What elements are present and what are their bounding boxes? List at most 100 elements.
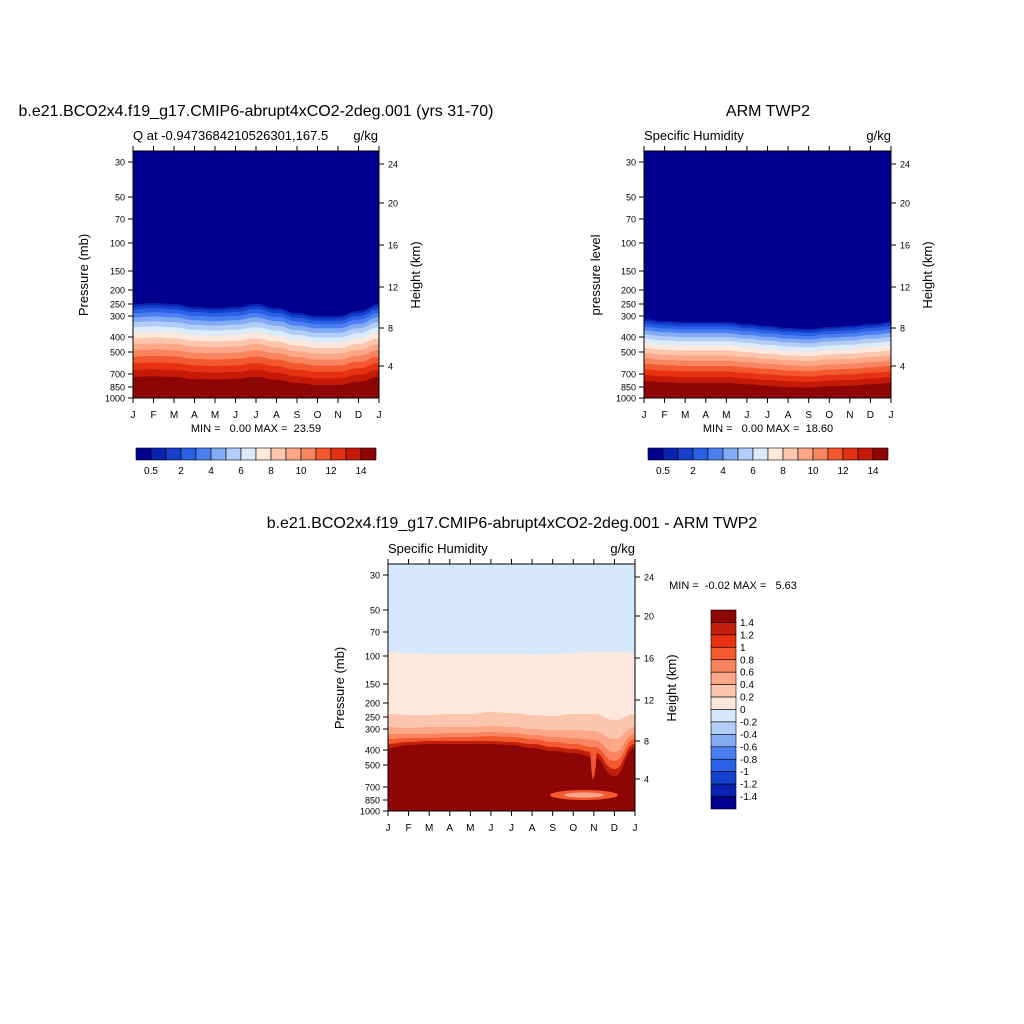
pressure-tick-label: 250 [621,300,636,310]
colorbar-label: -0.4 [740,730,758,741]
colorbar-label: 1 [740,643,746,654]
month-tick-label: J [509,823,514,834]
height-tick-label: 16 [900,241,910,251]
pressure-tick-label: 50 [370,606,380,616]
colorbar-swatch [827,447,844,461]
colorbar-swatch [180,447,197,461]
pressure-tick-label: 500 [110,348,125,358]
panel-diff-title: b.e21.BCO2x4.f19_g17.CMIP6-abrupt4xCO2-2… [267,515,758,532]
colorbar-swatch [812,447,829,461]
colorbar-swatch [710,671,737,685]
height-tick-label: 20 [388,199,398,209]
panel-model-field [133,151,379,398]
pressure-tick-label: 1000 [616,394,636,404]
colorbar-swatch [710,622,737,636]
panel-model-units: g/kg [353,128,378,143]
panel-diff-axes: J F M A M J J A S O N D J 30 50 70 100 150 200 250 300 400 500… [360,559,654,834]
month-tick-label: J [642,410,647,421]
panel-model-title: b.e21.BCO2x4.f19_g17.CMIP6-abrupt4xCO2-2… [19,103,494,120]
pressure-tick-label: 50 [115,193,125,203]
colorbar-swatch [360,447,377,461]
colorbar-swatch [300,447,317,461]
month-tick-label: J [765,410,770,421]
month-tick-label: S [294,410,301,421]
height-tick-label: 24 [388,160,398,170]
panel-obs-left-label: Specific Humidity [644,128,744,143]
month-tick-label: F [150,410,156,421]
pressure-tick-label: 850 [621,383,636,393]
colorbar-swatch [710,684,737,698]
month-tick-label: J [131,410,136,421]
colorbar-label: -0.8 [740,755,758,766]
height-tick-label: 12 [388,283,398,293]
panel-diff-units: g/kg [610,541,635,556]
colorbar-swatch [710,659,737,673]
month-tick-label: S [805,410,812,421]
colorbar-label: 0.8 [740,655,754,666]
pressure-tick-label: 70 [370,628,380,638]
pressure-tick-label: 500 [365,761,380,771]
month-tick-label: J [233,410,238,421]
height-tick-label: 4 [644,775,649,785]
colorbar-label: 2 [178,466,184,477]
panel-obs-units: g/kg [866,128,891,143]
panel-model-left-label: Q at -0.9473684210526301,167.5 [133,128,328,143]
panel-obs-colorbar: 0.5 2 4 6 8 10 12 14 [647,447,889,477]
panel-model-ylabel: Pressure (mb) [76,234,91,316]
month-tick-label: O [314,410,322,421]
pressure-tick-label: 300 [110,312,125,322]
colorbar-swatch [677,447,694,461]
colorbar-label: 12 [837,466,849,477]
colorbar-swatch [797,447,814,461]
pressure-tick-label: 150 [365,680,380,690]
pressure-tick-label: 30 [370,571,380,581]
height-tick-label: 12 [900,283,910,293]
colorbar-label: 2 [690,466,696,477]
colorbar-swatch [710,746,737,760]
colorbar-swatch [692,447,709,461]
month-tick-label: F [406,823,412,834]
pressure-tick-label: 400 [110,333,125,343]
month-tick-label: J [386,823,391,834]
colorbar-swatch [710,709,737,723]
height-tick-label: 12 [644,696,654,706]
colorbar-label: 0 [740,705,746,716]
month-tick-label: J [889,410,894,421]
pressure-tick-label: 1000 [105,394,125,404]
pressure-tick-label: 30 [626,158,636,168]
panel-model-colorbar: 0.5 2 4 6 8 10 12 14 [135,447,377,477]
month-tick-label: A [191,410,198,421]
panel-obs: ARM TWP2 Specific Humidity g/kg J F M A M J J A… [588,103,935,477]
height-tick-label: 4 [388,362,393,372]
colorbar-label: 4 [720,466,726,477]
pressure-tick-label: 200 [621,286,636,296]
colorbar-label: -1.4 [740,792,758,803]
panel-model-axes: J F M A M J J A S O N D J 30 50 70 100 150 200 250 300 400 500… [105,146,398,421]
month-tick-label: S [549,823,556,834]
colorbar-swatch [240,447,257,461]
colorbar-label: -1.2 [740,780,758,791]
colorbar-swatch [782,447,799,461]
panel-model: b.e21.BCO2x4.f19_g17.CMIP6-abrupt4xCO2-2… [19,103,494,477]
month-tick-label: O [825,410,833,421]
colorbar-label: 12 [325,466,337,477]
month-tick-label: O [569,823,577,834]
panel-diff-colorbar: 1.41.2 10.8 0.60.4 0.20-0.2 -0.4-0.6 -0.8-1 -1… [710,609,758,810]
colorbar-label: 14 [867,466,879,477]
month-tick-label: A [785,410,792,421]
month-tick-label: N [590,823,597,834]
colorbar-swatch [662,447,679,461]
colorbar-swatch [135,447,152,461]
contour-drip [590,749,597,780]
colorbar-label: 14 [355,466,367,477]
colorbar-label: 6 [238,466,244,477]
panel-diff-stats: MIN = -0.02 MAX = 5.63 [669,580,797,592]
pressure-tick-label: 400 [621,333,636,343]
colorbar-swatch [767,447,784,461]
colorbar-swatch [225,447,242,461]
pressure-tick-label: 700 [110,370,125,380]
pressure-tick-label: 250 [365,713,380,723]
month-tick-label: D [611,823,618,834]
panel-diff-left-label: Specific Humidity [388,541,488,556]
pressure-tick-label: 300 [621,312,636,322]
